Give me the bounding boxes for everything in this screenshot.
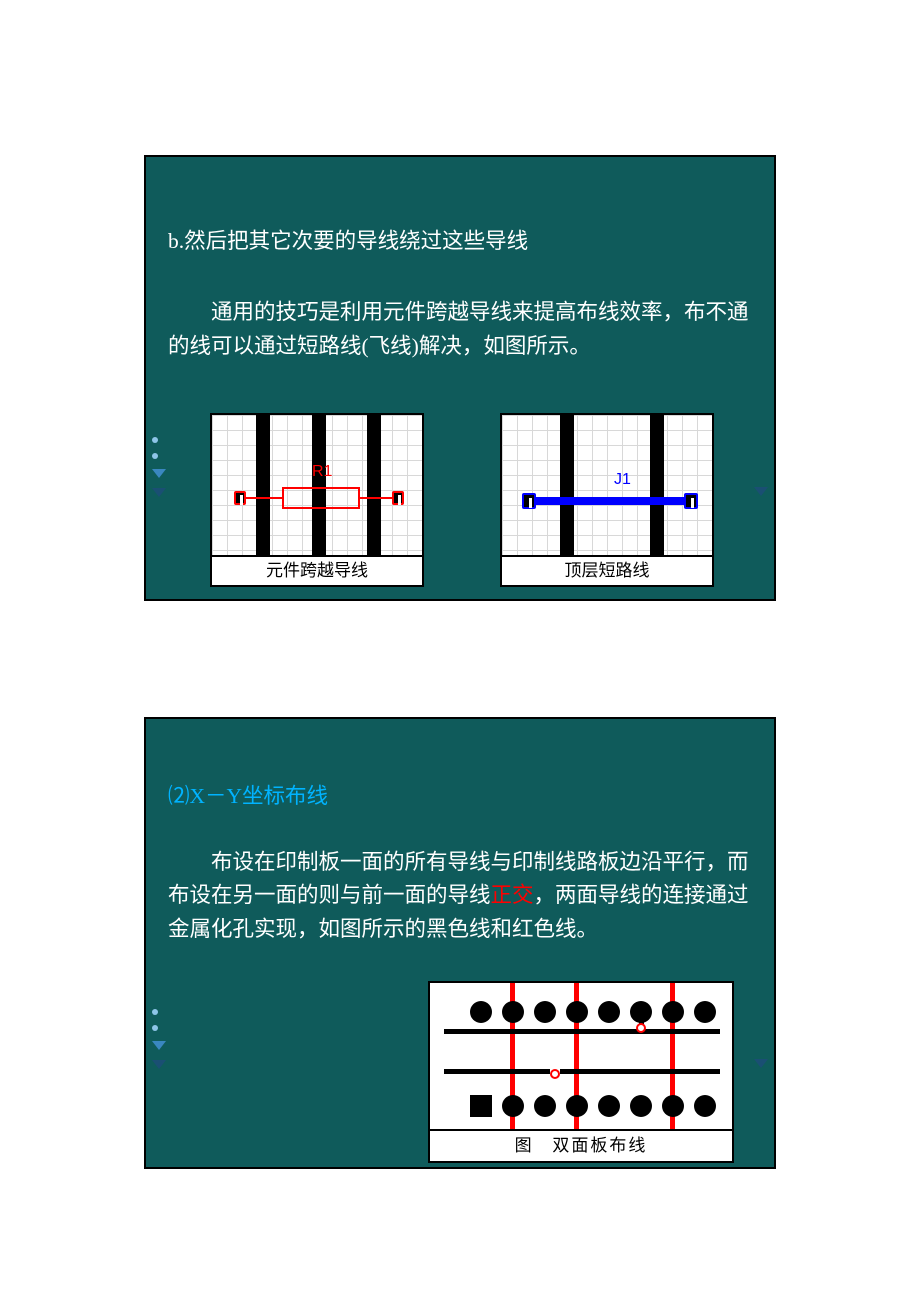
- fig-caption-a: 图: [515, 1136, 534, 1155]
- figure-caption-left: 元件跨越导线: [212, 555, 422, 585]
- slide1-heading: b.然后把其它次要的导线绕过这些导线: [146, 157, 774, 258]
- fig-caption-b: 双面板布线: [552, 1136, 647, 1155]
- slide-2: ⑵X－Y坐标布线 布设在印制板一面的所有导线与印制线路板边沿平行，而布设在另一面…: [144, 717, 776, 1169]
- figure-caption-double: 图 双面板布线: [430, 1129, 732, 1161]
- slide2-highlight: 正交: [491, 883, 534, 907]
- figure-component-crossing: R1 元件跨越导线: [210, 413, 424, 587]
- figure-double-sided: 图 双面板布线: [428, 981, 734, 1163]
- figure-top-jumper: J1 顶层短路线: [500, 413, 714, 587]
- resistor-label: R1: [312, 463, 332, 481]
- figure-caption-right: 顶层短路线: [502, 555, 712, 585]
- slide2-paragraph: 布设在印制板一面的所有导线与印制线路板边沿平行，而布设在另一面的则与前一面的导线…: [146, 810, 774, 946]
- slide-1: b.然后把其它次要的导线绕过这些导线 通用的技巧是利用元件跨越导线来提高布线效率…: [144, 155, 776, 601]
- slide2-subtitle: ⑵X－Y坐标布线: [146, 719, 774, 810]
- slide1-paragraph: 通用的技巧是利用元件跨越导线来提高布线效率，布不通的线可以通过短路线(飞线)解决…: [146, 258, 774, 363]
- slide2-left-deco: [152, 1009, 166, 1069]
- slide1-figures-row: R1 元件跨越导线 J1 顶层短路线: [210, 413, 714, 587]
- slide2-right-deco: [754, 1059, 768, 1068]
- jumper-label: J1: [614, 471, 631, 489]
- slide1-right-deco: [754, 487, 768, 496]
- slide1-left-deco: [152, 437, 166, 497]
